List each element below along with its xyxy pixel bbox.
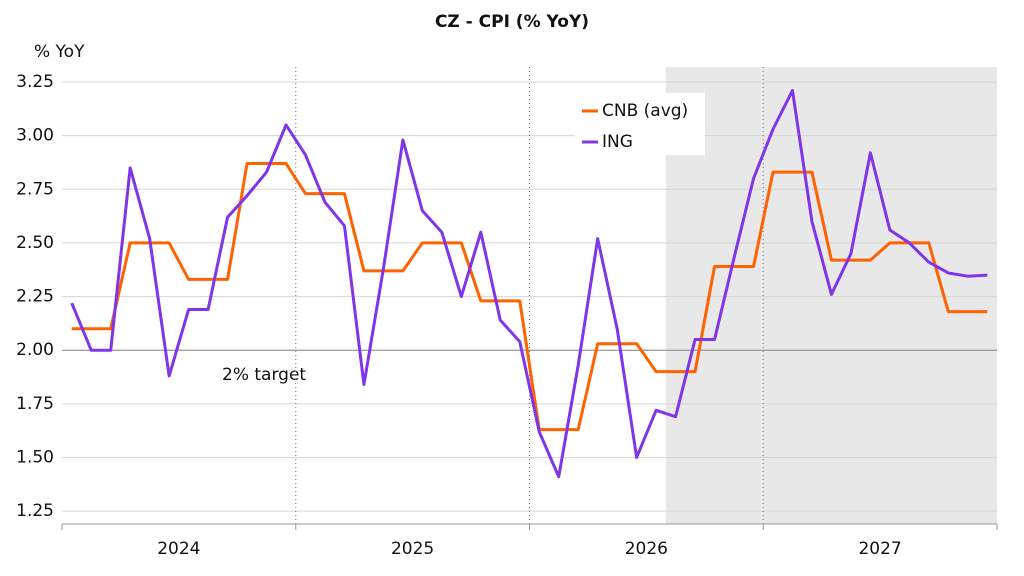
y-tick-label: 2.50 (16, 233, 54, 253)
series-line (70, 89, 988, 479)
legend-label: CNB (avg) (602, 101, 688, 121)
x-group-label: 2027 (858, 539, 901, 559)
x-group-label: 2024 (157, 539, 200, 559)
y-tick-label: 2.00 (16, 340, 54, 360)
y-tick-label: 1.50 (16, 447, 54, 467)
reference-label: 2% target (222, 365, 306, 385)
legend-box (575, 93, 705, 155)
y-tick-label: 2.75 (16, 179, 54, 199)
y-tick-label: 1.75 (16, 394, 54, 414)
series-line (71, 162, 988, 432)
chart-title: CZ - CPI (% YoY) (435, 12, 589, 32)
y-tick-label: 3.00 (16, 126, 54, 146)
x-group-label: 2025 (391, 539, 434, 559)
y-tick-label: 2.25 (16, 287, 54, 307)
y-axis-label: % YoY (34, 42, 85, 62)
legend-label: ING (602, 132, 633, 152)
x-group-label: 2026 (625, 539, 668, 559)
y-tick-label: 1.25 (16, 501, 54, 521)
y-tick-label: 3.25 (16, 72, 54, 92)
